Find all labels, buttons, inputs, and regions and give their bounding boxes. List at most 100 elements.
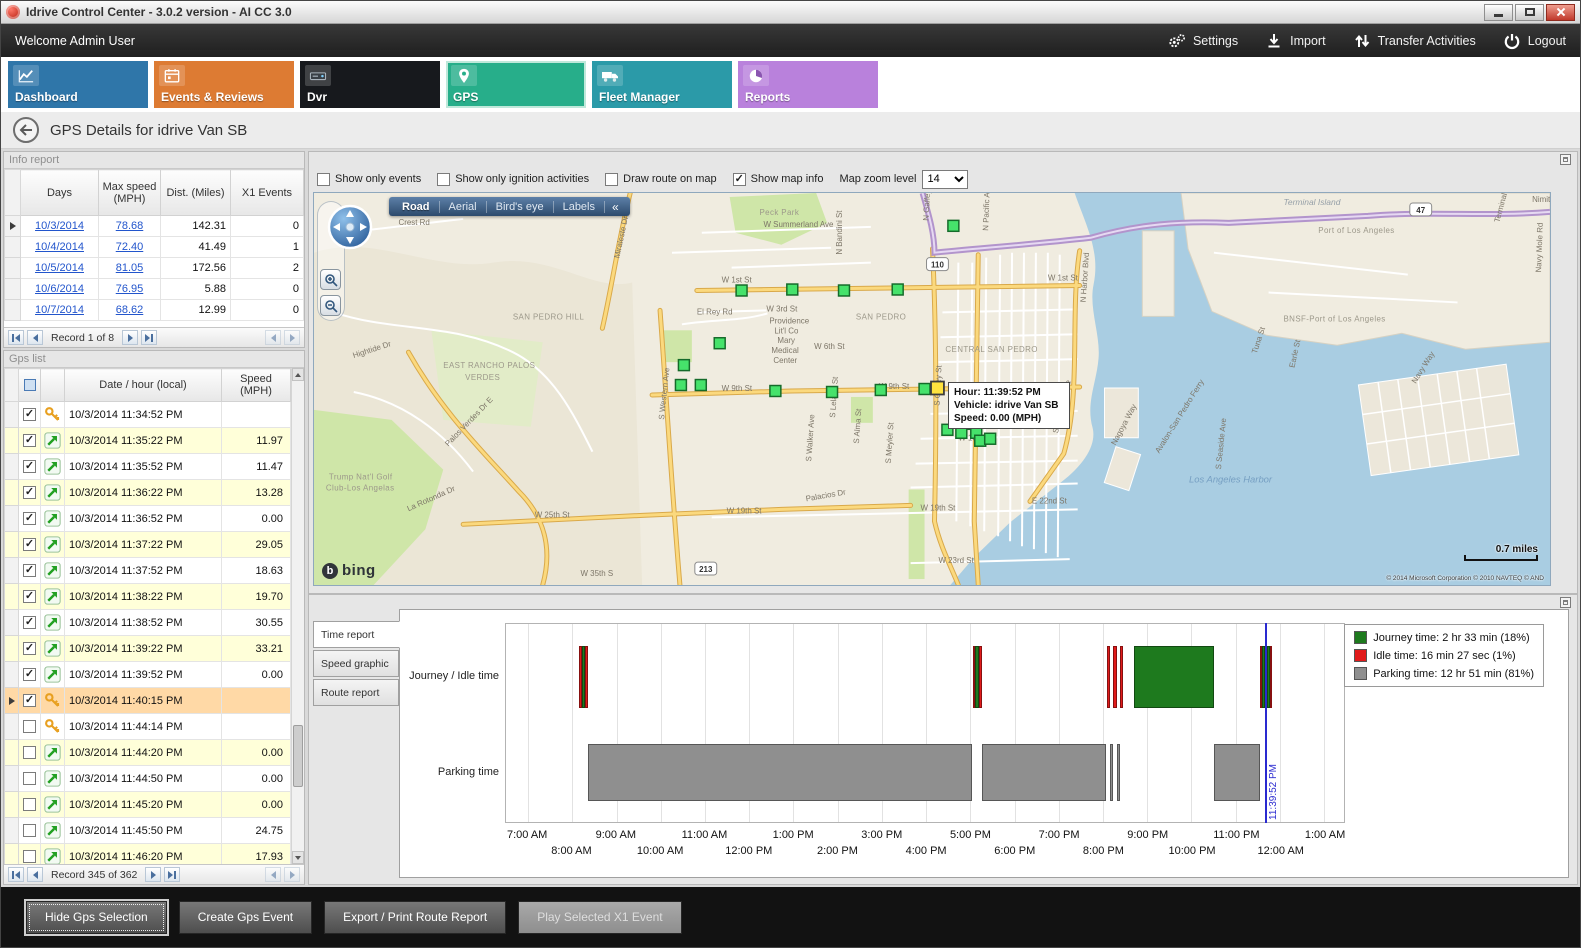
tab-dvr[interactable]: Dvr [300,61,440,108]
gps-list-row[interactable]: 10/3/2014 11:34:52 PM [4,401,291,428]
gps-row-checkbox[interactable] [23,694,36,707]
pager-first-icon[interactable] [8,867,24,882]
max-speed-link[interactable]: 76.95 [115,283,144,295]
gps-route-marker[interactable] [983,432,997,445]
max-speed-link[interactable]: 81.05 [115,262,144,274]
header-action-logout[interactable]: Logout [1502,32,1566,50]
checkbox-show-map-info[interactable]: Show map info [732,172,823,186]
maximize-button[interactable] [1515,3,1544,21]
day-link[interactable]: 10/6/2014 [35,283,84,295]
map-view-aerial[interactable]: Aerial [440,200,487,213]
map[interactable]: Crest Rd Peck Park W Summerland Ave Mirales… [313,192,1551,586]
tab-dashboard[interactable]: Dashboard [8,61,148,108]
map-zoom-out-button[interactable] [320,295,341,316]
day-link[interactable]: 10/4/2014 [35,241,84,253]
select-all-icon[interactable] [23,379,36,391]
gps-row-checkbox[interactable] [23,642,36,655]
gps-list-row[interactable]: 10/3/2014 11:39:52 PM0.00 [4,661,291,688]
pager-prev-icon[interactable] [27,330,43,345]
pager-first-icon[interactable] [8,330,24,345]
gps-route-marker[interactable] [947,219,960,233]
tab-gps[interactable]: GPS [446,61,586,108]
header-action-transfer-activities[interactable]: Transfer Activities [1352,32,1476,50]
checkbox-show-only-events[interactable]: Show only events [317,172,421,186]
gps-col-header-speed[interactable]: Speed (MPH) [221,368,291,402]
map-compass[interactable] [326,203,374,251]
checkbox-show-only-ignition-activities[interactable]: Show only ignition activities [437,172,589,186]
gps-selected-marker[interactable] [930,380,945,396]
gps-row-checkbox[interactable] [23,590,36,603]
header-action-import[interactable]: Import [1264,32,1326,50]
gps-route-marker[interactable] [825,385,839,399]
gps-route-marker[interactable] [735,284,748,297]
checkbox-draw-route-on-map[interactable]: Draw route on map [605,172,717,186]
checkbox-icon[interactable] [317,172,330,186]
gps-row-checkbox[interactable] [23,824,36,837]
gps-route-marker[interactable] [891,283,904,296]
create-gps-event-button[interactable]: Create Gps Event [178,900,313,934]
gps-route-marker[interactable] [694,378,708,392]
gps-row-checkbox[interactable] [23,538,36,551]
info-col-header[interactable]: Max speed (MPH) [98,169,161,216]
checkbox-icon[interactable] [605,172,619,186]
gps-row-checkbox[interactable] [23,486,36,499]
day-link[interactable]: 10/7/2014 [35,304,84,316]
info-col-header[interactable]: Days [20,169,99,216]
chart-tab-time-report[interactable]: Time report [313,621,400,648]
hide-gps-selection-button[interactable]: Hide Gps Selection [26,900,167,934]
gps-route-marker[interactable] [786,283,799,296]
gps-row-checkbox[interactable] [23,434,36,447]
gps-col-header-datetime[interactable]: Date / hour (local) [64,368,222,402]
maximize-chart-panel-button[interactable] [1560,597,1571,608]
gps-row-checkbox[interactable] [23,668,36,681]
pager-next-icon[interactable] [145,867,162,882]
gps-row-checkbox[interactable] [23,616,36,629]
gps-route-marker[interactable] [837,284,851,297]
gps-route-marker[interactable] [713,337,726,350]
map-zoom-select[interactable]: 14 [922,169,969,189]
map-view-road[interactable]: Road [393,200,440,213]
gps-list-row[interactable]: 10/3/2014 11:40:15 PM [4,687,291,714]
max-speed-link[interactable]: 78.68 [115,220,144,232]
info-report-row[interactable]: 10/5/2014 81.05 172.56 2 [4,257,304,279]
info-col-header[interactable]: Dist. (Miles) [160,169,231,216]
scroll-up-icon[interactable] [292,368,304,381]
scrollbar-thumb[interactable] [293,725,303,788]
gps-list-row[interactable]: 10/3/2014 11:45:20 PM 0.00 [4,791,291,818]
pager-next-icon[interactable] [122,330,139,345]
info-report-row[interactable]: 10/6/2014 76.95 5.88 0 [4,278,304,300]
gps-list-row[interactable]: 10/3/2014 11:46:20 PM 17.93 [4,843,291,864]
gps-list-scrollbar[interactable] [291,368,304,864]
scroll-right-icon[interactable] [284,867,300,882]
gps-route-marker[interactable] [874,383,888,397]
max-speed-link[interactable]: 72.40 [115,241,144,253]
pager-last-icon[interactable] [141,330,158,345]
pager-prev-icon[interactable] [27,867,43,882]
gps-row-checkbox[interactable] [23,408,36,421]
gps-row-checkbox[interactable] [23,746,36,759]
checkbox-icon[interactable] [732,172,746,186]
scroll-left-icon[interactable] [265,330,281,345]
gps-route-marker[interactable] [677,358,691,372]
max-speed-link[interactable]: 68.62 [115,304,144,316]
gps-row-checkbox[interactable] [23,798,36,811]
scroll-left-icon[interactable] [265,867,281,882]
gps-row-checkbox[interactable] [23,460,36,473]
header-action-settings[interactable]: Settings [1167,32,1238,50]
gps-list-row[interactable]: 10/3/2014 11:44:20 PM 0.00 [4,739,291,766]
map-bar-collapse-button[interactable]: « [612,199,619,214]
gps-route-marker[interactable] [918,382,931,396]
export-print-route-report-button[interactable]: Export / Print Route Report [324,900,507,934]
minimize-button[interactable] [1484,3,1513,21]
day-link[interactable]: 10/5/2014 [35,262,84,274]
gps-list-row[interactable]: 10/3/2014 11:44:14 PM [4,713,291,740]
map-zoom-in-button[interactable] [320,269,341,290]
chart-tab-speed-graphic[interactable]: Speed graphic [313,650,399,677]
map-view-labels[interactable]: Labels [554,200,605,213]
